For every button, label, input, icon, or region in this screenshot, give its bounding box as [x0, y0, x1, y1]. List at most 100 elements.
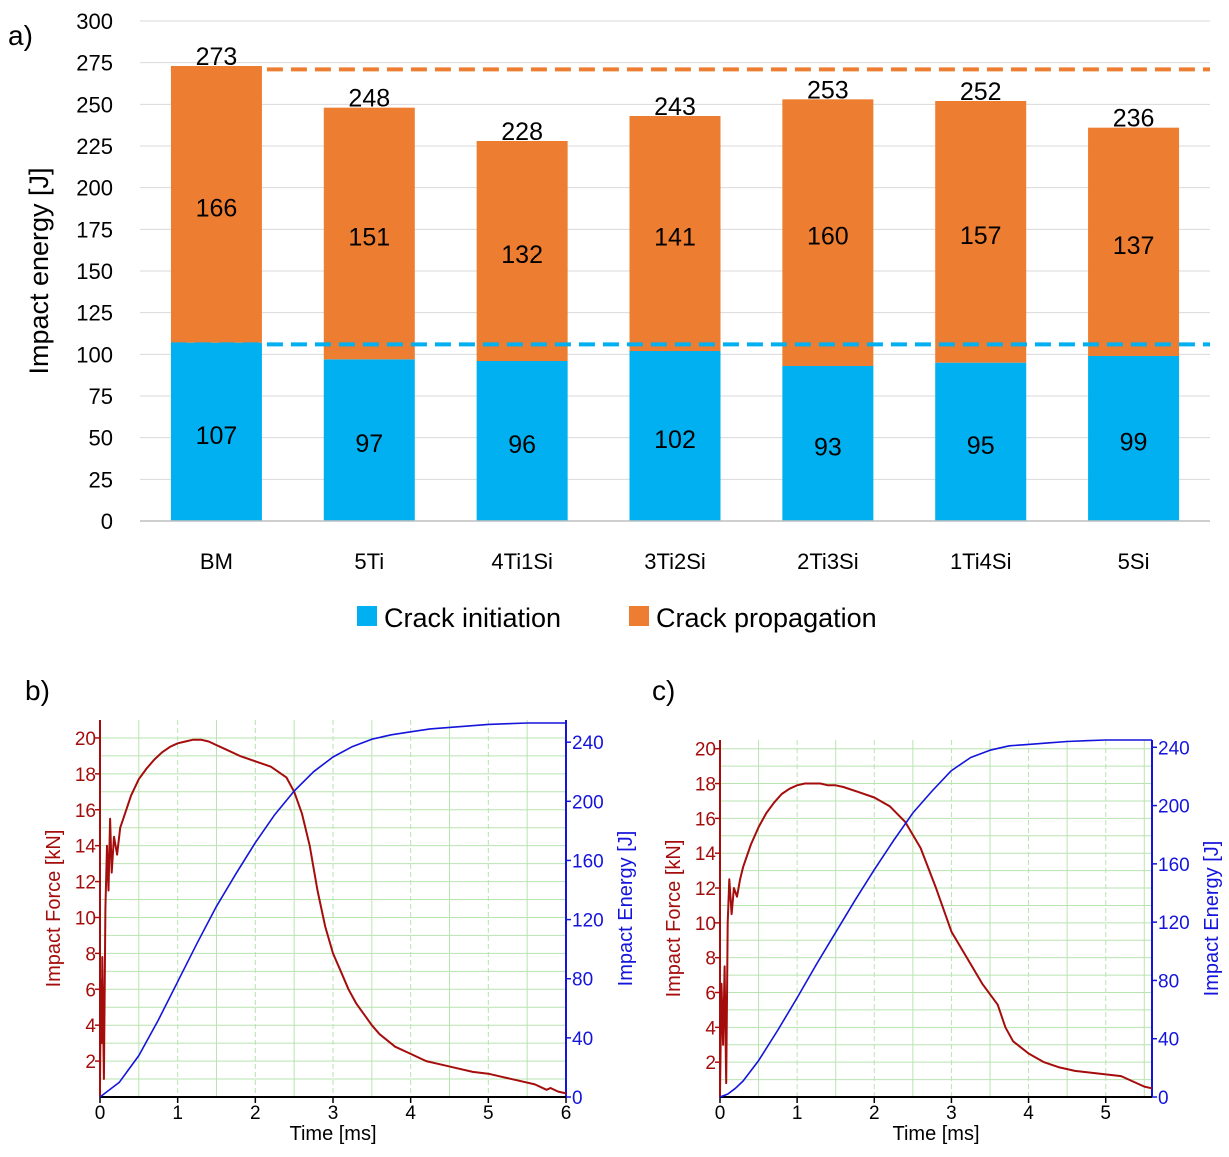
bar-propagation — [629, 116, 721, 351]
ytick-left-label-b: 8 — [85, 944, 96, 965]
xtick-label-b: 4 — [405, 1103, 416, 1124]
xtick-label-c: 1 — [792, 1103, 803, 1124]
ytick-label-a: 225 — [76, 134, 113, 159]
ytick-left-label-c: 20 — [695, 740, 716, 761]
data-label-initiation: 93 — [814, 434, 842, 462]
series-line-force-c — [719, 782, 1153, 1092]
x-axis-title-b: Time [ms] — [289, 1123, 376, 1145]
data-label-initiation: 97 — [355, 430, 383, 458]
ytick-right-label-c: 160 — [1158, 855, 1190, 876]
legend-swatch-initiation — [357, 606, 377, 626]
ytick-right-label-c: 40 — [1158, 1030, 1179, 1051]
xtick-label-a: 5Ti — [354, 549, 384, 574]
ytick-right-label-b: 160 — [572, 851, 604, 872]
ytick-left-label-b: 2 — [85, 1052, 96, 1073]
data-label-propagation: 151 — [348, 224, 390, 252]
ytick-label-a: 0 — [101, 509, 113, 534]
y-axis-title-a: Impact energy [J] — [24, 167, 54, 374]
ytick-left-label-b: 20 — [75, 729, 96, 750]
xtick-label-c: 5 — [1100, 1103, 1111, 1124]
data-label-total: 248 — [348, 85, 390, 113]
data-label-propagation: 157 — [960, 222, 1002, 250]
ytick-label-a: 75 — [89, 384, 113, 409]
x-axis-title-c: Time [ms] — [892, 1123, 979, 1145]
bar-initiation — [782, 366, 874, 521]
xtick-label-b: 6 — [561, 1103, 572, 1124]
panel-label-c: c) — [652, 675, 675, 706]
ytick-right-label-c: 240 — [1158, 738, 1190, 759]
bar-initiation — [476, 361, 568, 521]
ytick-left-label-b: 16 — [75, 801, 96, 822]
ytick-left-label-b: 14 — [75, 837, 97, 858]
ytick-right-label-b: 80 — [572, 970, 593, 991]
panel-label-b: b) — [25, 675, 50, 706]
legend-swatch-propagation — [629, 606, 649, 626]
ytick-left-label-c: 6 — [705, 984, 716, 1005]
bar-initiation — [1088, 356, 1180, 521]
ytick-label-a: 175 — [76, 217, 113, 242]
ytick-label-a: 275 — [76, 51, 113, 76]
xtick-label-a: 4Ti1Si — [491, 549, 553, 574]
series-line-force-b — [99, 738, 567, 1095]
ytick-left-label-c: 10 — [695, 914, 716, 935]
ytick-right-label-b: 240 — [572, 733, 604, 754]
xtick-label-b: 5 — [483, 1103, 494, 1124]
ytick-label-a: 300 — [76, 9, 113, 34]
ytick-label-a: 200 — [76, 176, 113, 201]
ytick-left-label-b: 12 — [75, 873, 96, 894]
data-label-total: 253 — [807, 76, 849, 104]
bar-propagation — [782, 99, 874, 366]
ytick-label-a: 250 — [76, 92, 113, 117]
data-label-initiation: 95 — [967, 432, 995, 460]
ytick-left-label-b: 6 — [85, 980, 96, 1001]
bar-initiation — [323, 359, 415, 521]
series-line-energy-b — [99, 722, 566, 1098]
xtick-label-c: 4 — [1023, 1103, 1034, 1124]
xtick-label-a: 1Ti4Si — [950, 549, 1012, 574]
bar-initiation — [170, 342, 262, 521]
data-label-propagation: 160 — [807, 223, 849, 251]
xtick-label-b: 3 — [328, 1103, 339, 1124]
data-label-propagation: 132 — [501, 241, 543, 269]
data-label-total: 273 — [196, 43, 238, 71]
data-label-propagation: 166 — [196, 194, 238, 222]
xtick-label-b: 0 — [95, 1103, 106, 1124]
bar-propagation — [1088, 127, 1180, 357]
ytick-left-label-c: 4 — [705, 1018, 716, 1039]
ytick-left-label-c: 18 — [695, 775, 716, 796]
y-axis-title-right-b: Impact Energy [J] — [615, 831, 637, 987]
ytick-right-label-c: 120 — [1158, 913, 1190, 934]
data-label-initiation: 107 — [196, 422, 238, 450]
ytick-right-label-b: 120 — [572, 911, 604, 932]
data-label-total: 236 — [1113, 105, 1155, 133]
bar-propagation — [323, 107, 415, 360]
data-label-initiation: 102 — [654, 426, 696, 454]
ytick-left-label-c: 14 — [695, 844, 717, 865]
ytick-label-a: 100 — [76, 342, 113, 367]
ytick-right-label-c: 80 — [1158, 971, 1179, 992]
bar-initiation — [935, 362, 1027, 521]
ytick-label-a: 50 — [89, 426, 113, 451]
ytick-label-a: 150 — [76, 259, 113, 284]
y-axis-title-left-b: Impact Force [kN] — [43, 830, 65, 988]
bar-propagation — [935, 101, 1027, 363]
ytick-left-label-c: 12 — [695, 879, 716, 900]
ytick-label-a: 25 — [89, 467, 113, 492]
data-label-initiation: 99 — [1120, 429, 1148, 457]
xtick-label-c: 0 — [715, 1103, 726, 1124]
xtick-label-a: BM — [200, 549, 233, 574]
data-label-propagation: 137 — [1113, 232, 1155, 260]
bar-initiation — [629, 351, 721, 521]
series-line-energy-c — [719, 739, 1152, 1098]
data-label-total: 243 — [654, 93, 696, 121]
xtick-label-c: 2 — [869, 1103, 880, 1124]
ytick-left-label-b: 4 — [85, 1016, 96, 1037]
ytick-left-label-b: 10 — [75, 908, 96, 929]
y-axis-title-left-c: Impact Force [kN] — [663, 840, 685, 998]
xtick-label-b: 1 — [172, 1103, 183, 1124]
ytick-right-label-b: 200 — [572, 792, 604, 813]
legend-label-propagation: Crack propagation — [656, 603, 877, 633]
xtick-label-a: 2Ti3Si — [797, 549, 859, 574]
ytick-right-label-b: 0 — [572, 1088, 583, 1109]
